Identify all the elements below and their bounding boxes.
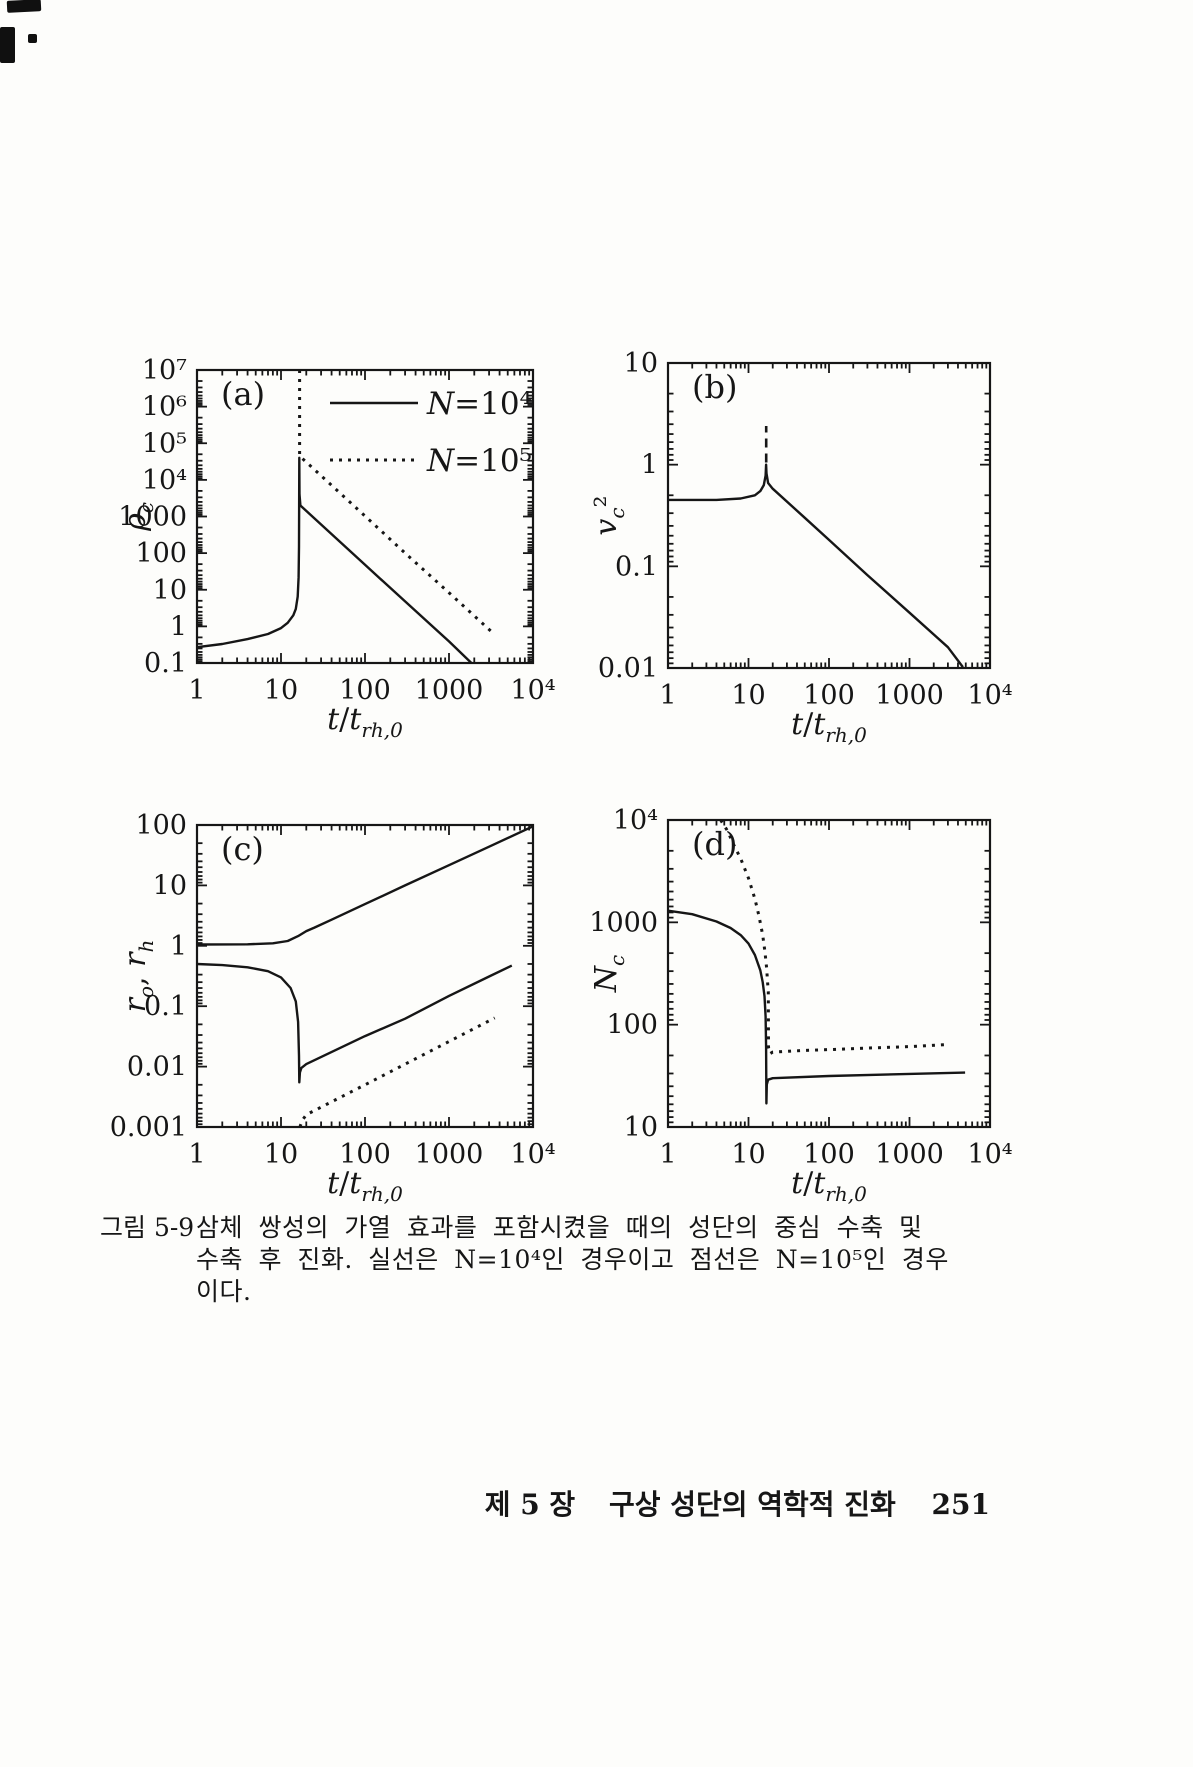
x-tick-label: 10⁴ xyxy=(510,675,555,706)
y-tick-label: 0.1 xyxy=(615,551,658,582)
axis-ticks xyxy=(667,819,991,1128)
x-tick-label: 1000 xyxy=(875,680,944,711)
chart-panel-b: 1 10 100 1000 10⁴ 10 1 0.1 0.01 (b) t/trh,0 vc² xyxy=(589,348,1013,747)
plot-border xyxy=(195,823,535,1129)
x-tick-label: 100 xyxy=(339,675,391,706)
y-tick-label: 0.1 xyxy=(144,991,187,1022)
scan-artifact xyxy=(28,34,37,43)
x-tick-label: 10⁴ xyxy=(967,680,1012,711)
y-tick-label: 10⁶ xyxy=(142,392,187,423)
chart-series xyxy=(668,463,964,668)
x-tick-label: 10 xyxy=(731,680,765,711)
chart-series xyxy=(196,825,534,946)
x-tick-label: 1000 xyxy=(415,1139,484,1170)
footer-book-title: 구상 성단의 역학적 진화 xyxy=(608,1488,896,1521)
figure-caption: 그림 5-9 삼체 쌍성의 가열 효과를 포함시켰을 때의 성단의 중심 수축 … xyxy=(100,1212,1005,1308)
y-axis-title: ρc xyxy=(118,502,158,532)
footer-chapter: 제 5 장 xyxy=(484,1488,576,1521)
figure-5-9-plots: 1 10 100 1000 10⁴10⁷10⁶10⁵10⁴10001001010.1(a… xyxy=(110,348,1013,1206)
x-axis-title: t/trh,0 xyxy=(327,702,403,742)
y-tick-label: 1000 xyxy=(118,502,187,533)
y-tick-label: 1 xyxy=(170,611,187,642)
panel-label: (b) xyxy=(692,368,737,406)
y-tick-label: 1 xyxy=(641,450,658,481)
scan-artifact xyxy=(0,27,15,63)
x-tick-label: 100 xyxy=(803,1139,855,1170)
panel-label: (c) xyxy=(221,830,264,868)
chart-panel-c: 1 10 100 1000 10⁴ 100 10 1 0.1 0.01 0.001 (c) t/trh,… xyxy=(110,810,556,1206)
plot-border xyxy=(666,361,992,670)
y-tick-label: 10⁵ xyxy=(142,428,187,459)
x-axis-title: t/trh,0 xyxy=(791,1166,867,1206)
y-tick-label: 0.001 xyxy=(110,1112,187,1143)
y-tick-label: 10 xyxy=(153,870,187,901)
chart-panel-a: 1 10 100 1000 10⁴10⁷10⁶10⁵10⁴10001001010.1(a… xyxy=(118,355,556,742)
plot-border xyxy=(666,818,992,1129)
axis-ticks xyxy=(196,369,534,664)
figure-caption-number: 그림 5-9 xyxy=(100,1213,195,1242)
legend-label: N=10⁵ xyxy=(426,443,532,479)
y-tick-label: 10⁷ xyxy=(142,355,187,386)
y-axis-title: Nc xyxy=(589,955,629,993)
x-axis-title: t/trh,0 xyxy=(327,1166,403,1206)
legend-label: N=10⁴ xyxy=(426,386,532,422)
y-tick-label: 10⁴ xyxy=(142,465,187,496)
x-tick-label: 100 xyxy=(339,1139,391,1170)
page-footer: 제 5 장 구상 성단의 역학적 진화 251 xyxy=(390,1483,990,1523)
x-tick-label: 1 xyxy=(188,675,205,706)
x-tick-label: 1 xyxy=(188,1139,205,1170)
x-tick-label: 10⁴ xyxy=(510,1139,555,1170)
panel-label: (d) xyxy=(692,825,737,863)
figure-caption-line: 삼체 쌍성의 가열 효과를 포함시켰을 때의 성단의 중심 수축 및 xyxy=(196,1213,923,1242)
x-tick-label: 1 xyxy=(659,1139,676,1170)
x-tick-label: 10 xyxy=(264,675,298,706)
chart-series xyxy=(667,909,966,1105)
x-tick-label: 1000 xyxy=(875,1139,944,1170)
y-tick-label: 10 xyxy=(153,575,187,606)
y-tick-label: 0.01 xyxy=(598,653,658,684)
y-axis-title: vc² xyxy=(589,495,629,535)
figure-caption-text: 삼체 쌍성의 가열 효과를 포함시켰을 때의 성단의 중심 수축 및 수축 후 … xyxy=(196,1212,1005,1308)
chart-series xyxy=(196,962,513,1084)
x-axis-title: t/trh,0 xyxy=(791,707,867,747)
y-tick-label: 10⁴ xyxy=(613,805,658,836)
x-tick-label: 1 xyxy=(659,680,676,711)
x-tick-label: 10 xyxy=(731,1139,765,1170)
footer-page-number: 251 xyxy=(931,1488,990,1521)
chart-series xyxy=(298,370,493,633)
y-axis-title: ro, rh xyxy=(118,940,158,1013)
y-tick-label: 10 xyxy=(624,1112,658,1143)
y-tick-label: 10 xyxy=(624,348,658,379)
chart-series xyxy=(298,1016,496,1128)
x-tick-label: 100 xyxy=(803,680,855,711)
legend: N=10⁴ N=10⁵ xyxy=(330,386,532,479)
y-tick-label: 1000 xyxy=(589,907,658,938)
chart-series xyxy=(719,819,948,1056)
y-tick-label: 100 xyxy=(135,810,187,841)
x-tick-label: 10⁴ xyxy=(967,1139,1012,1170)
y-tick-label: 0.1 xyxy=(144,648,187,679)
figure-caption-line: 수축 후 진화. 실선은 N=10⁴인 경우이고 점선은 N=10⁵인 경우 xyxy=(196,1245,949,1274)
chart-series xyxy=(196,456,473,664)
y-tick-label: 100 xyxy=(135,538,187,569)
x-tick-label: 10 xyxy=(264,1139,298,1170)
y-tick-label: 100 xyxy=(606,1010,658,1041)
x-tick-label: 1000 xyxy=(415,675,484,706)
y-tick-label: 1 xyxy=(170,931,187,962)
axis-ticks xyxy=(667,362,991,669)
figure-caption-line: 이다. xyxy=(196,1277,252,1306)
panel-label: (a) xyxy=(221,375,265,413)
axis-ticks xyxy=(196,824,534,1128)
y-tick-label: 0.01 xyxy=(127,1052,187,1083)
